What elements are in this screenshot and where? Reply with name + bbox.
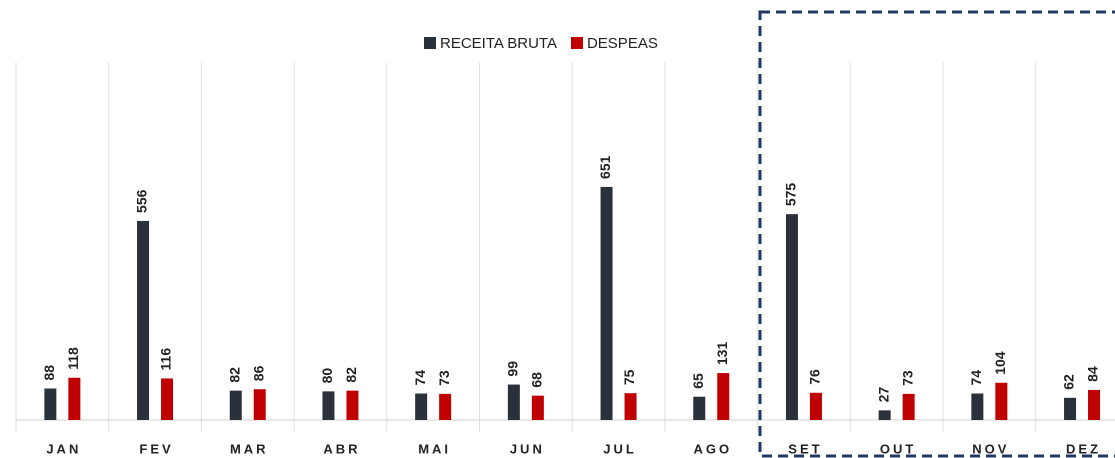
value-label: 651: [597, 155, 613, 179]
bar: [878, 410, 891, 420]
bar: [995, 382, 1008, 420]
value-label: 65: [690, 373, 706, 389]
x-tick-label: NOV: [972, 441, 1009, 456]
value-label: 82: [343, 367, 359, 383]
legend-label: DESPEAS: [587, 35, 658, 52]
x-tick-label: MAR: [230, 441, 269, 456]
bar: [624, 393, 637, 420]
value-label: 131: [714, 342, 730, 366]
bar: [717, 373, 730, 420]
value-label: 75: [621, 369, 637, 385]
x-tick-label: OUT: [880, 441, 916, 456]
value-label: 84: [1085, 366, 1101, 382]
value-label: 74: [968, 370, 984, 386]
bar: [253, 389, 266, 420]
bar: [809, 392, 822, 420]
value-label: 76: [807, 369, 823, 385]
x-tick-label: SET: [788, 441, 822, 456]
value-label: 73: [899, 370, 915, 386]
x-tick-label: MAI: [418, 441, 451, 456]
bar: [137, 220, 150, 420]
bar: [1088, 389, 1101, 420]
value-label: 74: [412, 370, 428, 386]
legend-swatch: [424, 37, 436, 49]
value-label: 104: [992, 351, 1008, 375]
bar: [507, 384, 520, 420]
bar: [971, 393, 984, 420]
bar: [161, 378, 174, 420]
x-tick-label: JAN: [46, 441, 81, 456]
value-label: 88: [41, 365, 57, 381]
x-tick-label: AGO: [693, 441, 732, 456]
bar: [785, 214, 798, 420]
bar: [322, 391, 335, 420]
value-label: 27: [875, 387, 891, 403]
legend-label: RECEITA BRUTA: [440, 35, 557, 52]
legend-swatch: [570, 37, 583, 49]
bar: [439, 393, 452, 420]
value-label: 73: [436, 370, 452, 386]
value-label: 575: [783, 183, 799, 207]
x-tick-label: JUL: [603, 441, 637, 456]
bar: [902, 393, 915, 420]
bar: [600, 186, 613, 420]
bar: [1064, 397, 1077, 420]
x-tick-label: JUN: [510, 441, 545, 456]
bar: [415, 393, 428, 420]
bar: [68, 377, 81, 420]
value-label: 68: [529, 372, 545, 388]
bar: [44, 388, 57, 420]
value-label: 82: [226, 367, 242, 383]
value-label: 556: [134, 189, 150, 213]
value-label: 116: [158, 348, 174, 371]
x-tick-label: ABR: [323, 441, 360, 456]
value-label: 80: [319, 368, 335, 384]
x-tick-label: DEZ: [1066, 441, 1101, 456]
value-label: 62: [1061, 374, 1077, 390]
value-label: 86: [250, 365, 266, 381]
bar: [531, 395, 544, 420]
x-tick-label: FEV: [139, 441, 173, 456]
value-label: 118: [65, 347, 81, 370]
value-label: 99: [505, 361, 521, 377]
highlight-box: [758, 10, 1115, 458]
bar: [693, 396, 706, 420]
bar: [229, 390, 242, 420]
bar: [346, 390, 359, 420]
